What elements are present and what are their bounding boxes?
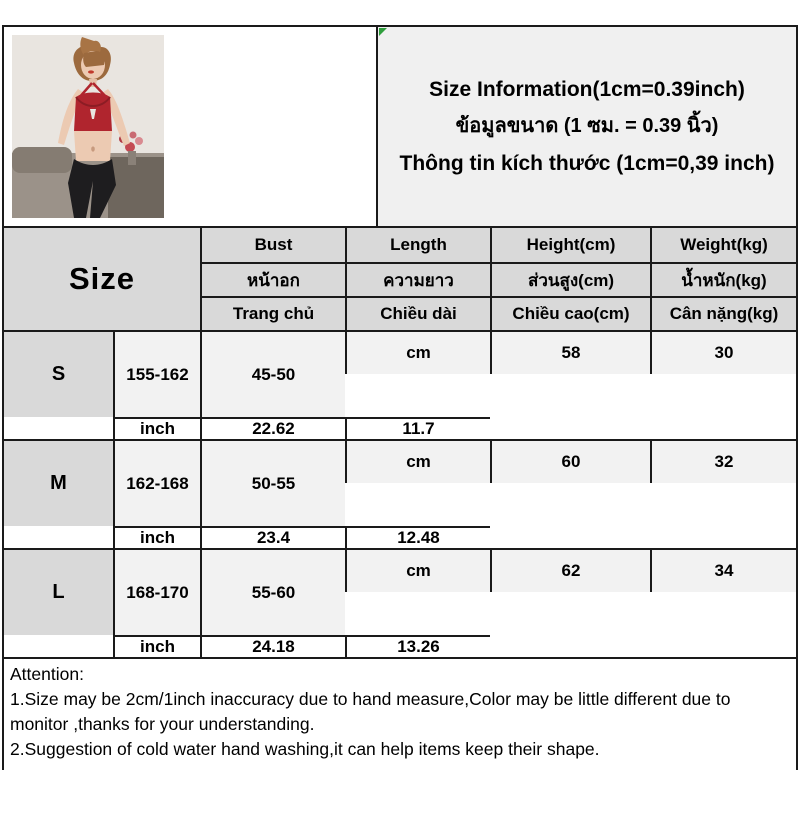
length-inch-value: 11.7 (345, 417, 490, 439)
unit-inch-label: inch (113, 526, 200, 548)
top-row: Size Information(1cm=0.39inch) ข้อมูลขนา… (4, 27, 796, 226)
col-header-weight-th: น้ำหนัก(kg) (650, 262, 796, 296)
col-header-length-en: Length (345, 228, 490, 262)
unit-inch-label: inch (113, 417, 200, 439)
unit-cm-label: cm (345, 441, 490, 483)
attention-heading: Attention: (10, 664, 84, 684)
product-photo-illustration (12, 35, 164, 218)
size-label-s: S (4, 332, 113, 417)
col-header-bust-vi: Trang chủ (200, 296, 345, 330)
length-cm-value: 34 (650, 550, 796, 592)
col-header-bust-th: หน้าอก (200, 262, 345, 296)
length-inch-value: 12.48 (345, 526, 490, 548)
length-cm-value: 30 (650, 332, 796, 374)
size-row-l: L cm 62 34 168-170 55-60 inch 24.18 13.2… (4, 548, 796, 657)
size-label-l: L (4, 550, 113, 635)
col-header-weight-en: Weight(kg) (650, 228, 796, 262)
title-thai: ข้อมูลขนาด (1 ซม. = 0.39 นิ้ว) (455, 115, 719, 137)
title-cell: Size Information(1cm=0.39inch) ข้อมูลขนา… (378, 27, 796, 226)
weight-value: 45-50 (200, 332, 345, 417)
bust-cm-value: 62 (490, 550, 650, 592)
height-value: 168-170 (113, 550, 200, 635)
title-vietnamese: Thông tin kích thước (1cm=0,39 inch) (399, 152, 775, 175)
col-header-height-th: ส่วนสูง(cm) (490, 262, 650, 296)
col-header-height-vi: Chiều cao(cm) (490, 296, 650, 330)
attention-note-1: 1.Size may be 2cm/1inch inaccuracy due t… (10, 689, 731, 734)
col-header-length-vi: Chiều dài (345, 296, 490, 330)
size-label-m: M (4, 441, 113, 526)
height-value: 162-168 (113, 441, 200, 526)
green-corner-flag-icon (379, 28, 387, 36)
product-photo-cell (4, 27, 378, 226)
col-header-weight-vi: Cân nặng(kg) (650, 296, 796, 330)
table-header: Size Bust Length Height(cm) Weight(kg) ห… (4, 226, 796, 330)
col-header-bust-en: Bust (200, 228, 345, 262)
attention-note-2: 2.Suggestion of cold water hand washing,… (10, 739, 600, 759)
weight-value: 55-60 (200, 550, 345, 635)
unit-inch-label: inch (113, 635, 200, 657)
weight-value: 50-55 (200, 441, 345, 526)
bust-inch-value: 22.62 (200, 417, 345, 439)
title-english: Size Information(1cm=0.39inch) (429, 78, 745, 101)
length-inch-value: 13.26 (345, 635, 490, 657)
size-header-label: Size (4, 228, 200, 330)
bust-inch-value: 24.18 (200, 635, 345, 657)
attention-section: Attention: 1.Size may be 2cm/1inch inacc… (4, 657, 796, 834)
unit-cm-label: cm (345, 332, 490, 374)
unit-cm-label: cm (345, 550, 490, 592)
length-cm-value: 32 (650, 441, 796, 483)
bust-cm-value: 58 (490, 332, 650, 374)
bust-inch-value: 23.4 (200, 526, 345, 548)
product-photo (12, 35, 164, 218)
height-value: 155-162 (113, 332, 200, 417)
size-row-s: S cm 58 30 155-162 45-50 inch 22.62 11.7 (4, 330, 796, 439)
col-header-height-en: Height(cm) (490, 228, 650, 262)
size-chart-sheet: Size Information(1cm=0.39inch) ข้อมูลขนา… (2, 25, 798, 834)
size-row-m: M cm 60 32 162-168 50-55 inch 23.4 12.48 (4, 439, 796, 548)
col-header-length-th: ความยาว (345, 262, 490, 296)
bust-cm-value: 60 (490, 441, 650, 483)
